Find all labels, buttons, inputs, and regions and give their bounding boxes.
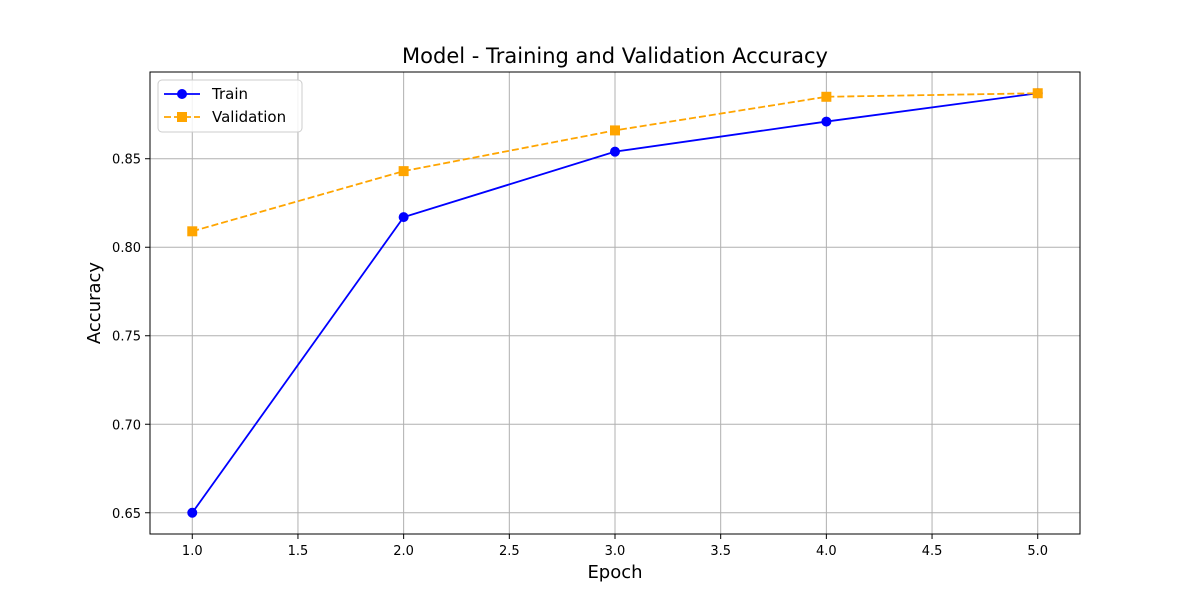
legend-marker-validation <box>177 112 187 122</box>
legend-entry-train: Train <box>164 85 248 103</box>
train-point <box>398 212 409 223</box>
legend-marker-train <box>177 89 187 99</box>
y-tick-label: 0.85 <box>112 153 141 168</box>
train-point <box>187 507 198 518</box>
validation-series <box>187 88 1043 237</box>
y-tick-label: 0.80 <box>112 241 141 256</box>
y-tick-label: 0.70 <box>112 418 141 433</box>
legend-entry-validation: Validation <box>164 108 286 126</box>
legend: Train Validation <box>157 79 303 133</box>
train-point <box>610 146 620 157</box>
validation-point <box>821 91 832 102</box>
validation-point <box>187 226 198 237</box>
validation-point <box>398 166 409 177</box>
x-tick-label: 5.0 <box>1027 544 1048 559</box>
y-tick-label: 0.65 <box>112 507 141 522</box>
grid-lines <box>150 72 1080 534</box>
x-tick-label: 4.0 <box>816 544 837 559</box>
y-tick-label: 0.75 <box>112 330 141 345</box>
tick-labels: 1.0 1.5 2.0 2.5 3.0 3.5 4.0 4.5 5.0 0.65 0.70 0.75 0… <box>112 153 1048 559</box>
series-layer <box>187 88 1043 518</box>
x-tick-label: 2.0 <box>393 544 414 559</box>
train-point <box>821 116 832 127</box>
train-series <box>187 88 1043 518</box>
x-tick-label: 3.0 <box>605 544 626 559</box>
chart-text: Model - Training and Validation Accuracy… <box>84 44 828 583</box>
x-tick-label: 1.0 <box>182 544 203 559</box>
x-tick-label: 3.5 <box>710 544 731 559</box>
x-tick-label: 4.5 <box>922 544 943 559</box>
chart-title: Model - Training and Validation Accuracy <box>402 44 828 68</box>
legend-box <box>157 79 303 133</box>
validation-point <box>1032 88 1043 99</box>
legend-label-train: Train <box>211 85 248 103</box>
x-axis-label: Epoch <box>587 562 642 583</box>
legend-label-validation: Validation <box>212 108 286 126</box>
x-tick-label: 2.5 <box>499 544 520 559</box>
y-axis-label: Accuracy <box>84 262 105 345</box>
validation-point <box>610 125 620 136</box>
x-tick-label: 1.5 <box>288 544 309 559</box>
